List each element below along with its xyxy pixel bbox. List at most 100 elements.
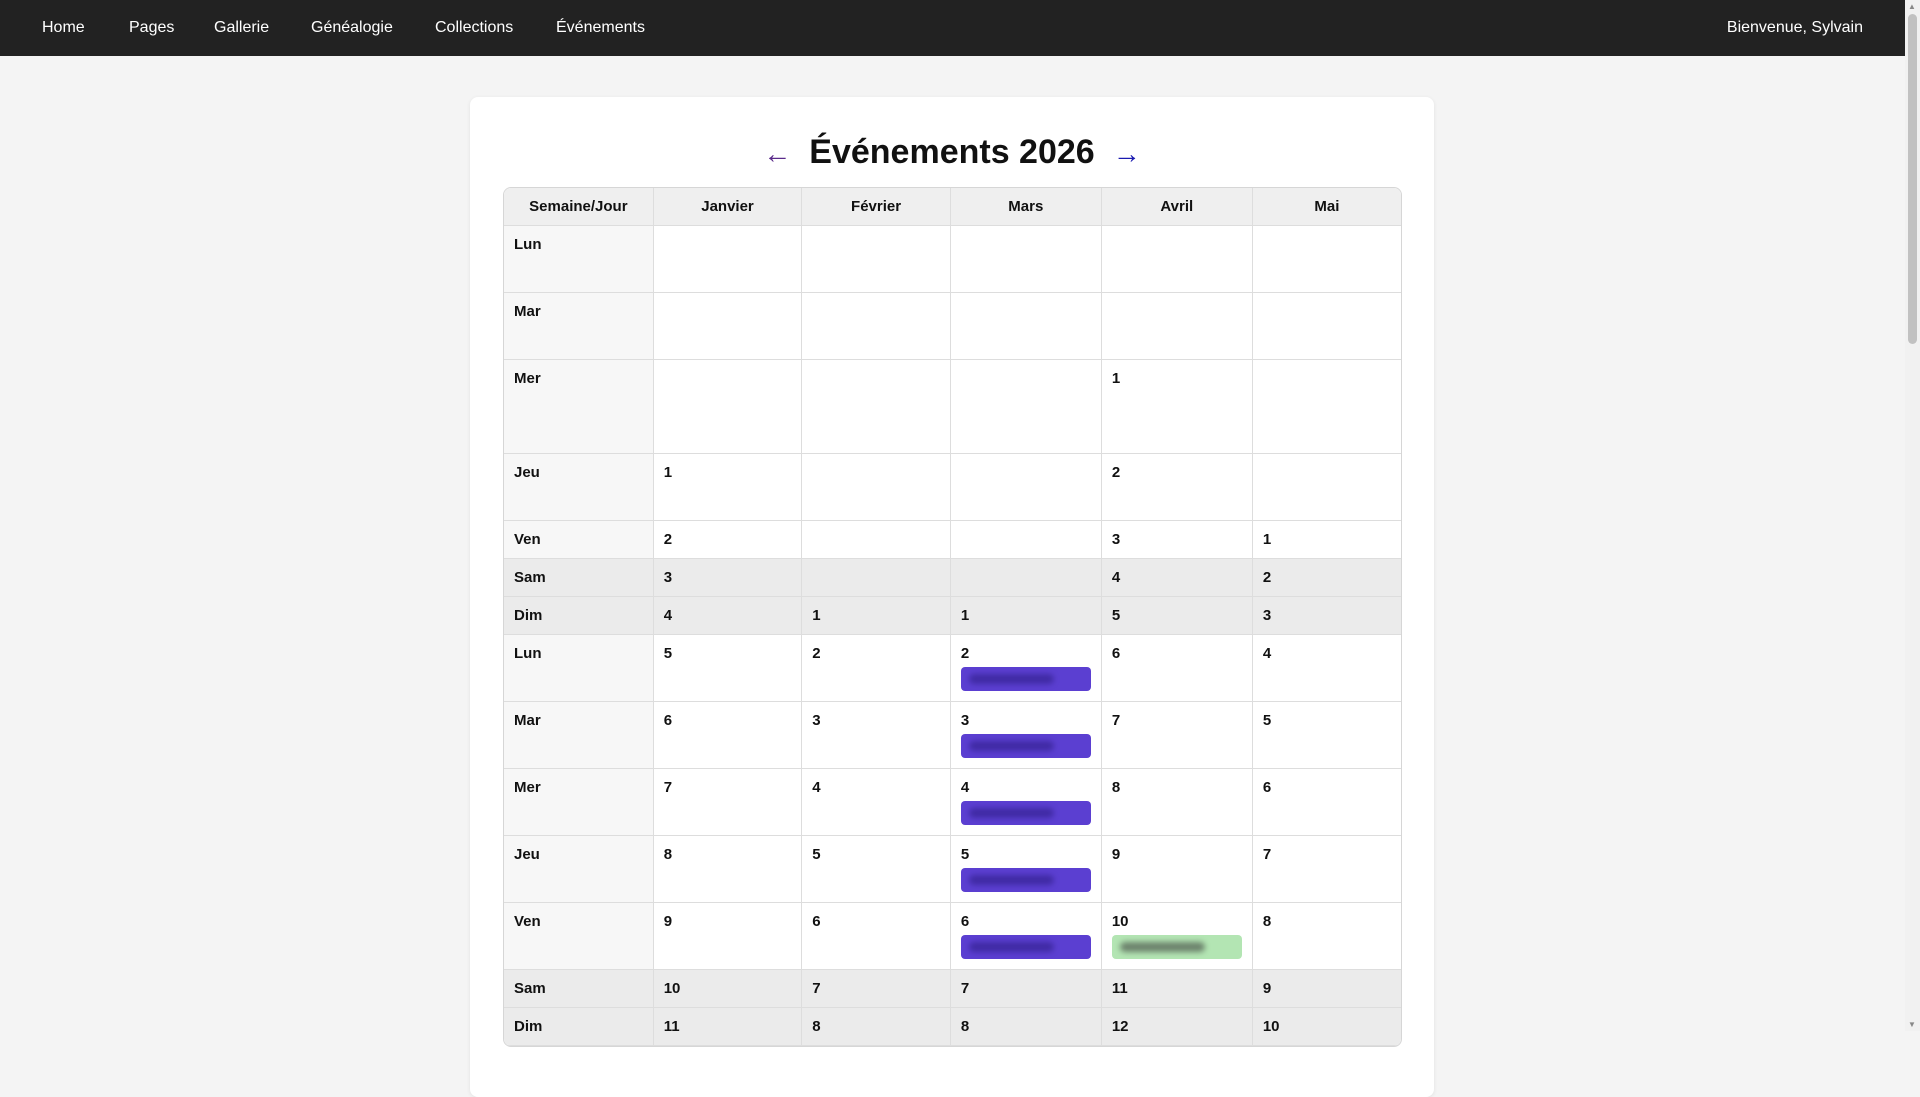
day-cell[interactable]: 4 bbox=[1101, 559, 1253, 597]
day-cell[interactable]: 2 bbox=[1101, 454, 1253, 521]
day-cell[interactable]: 6 bbox=[653, 702, 803, 769]
day-cell[interactable] bbox=[653, 226, 803, 293]
redacted-event-label bbox=[1119, 942, 1205, 952]
day-number: 9 bbox=[1262, 980, 1272, 997]
day-cell[interactable]: 4 bbox=[1252, 635, 1401, 702]
event-bar[interactable] bbox=[1111, 935, 1242, 959]
nav-evenements[interactable]: Événements bbox=[556, 19, 645, 36]
day-cell[interactable] bbox=[1101, 293, 1253, 360]
day-cell[interactable]: 3 bbox=[802, 702, 951, 769]
day-cell[interactable]: 1 bbox=[1101, 360, 1253, 454]
day-cell[interactable]: 10 bbox=[653, 970, 803, 1008]
day-number: 8 bbox=[960, 1018, 970, 1035]
scroll-up-icon[interactable]: ▲ bbox=[1908, 2, 1916, 11]
day-cell[interactable]: 1 bbox=[802, 597, 951, 635]
next-year-arrow-icon[interactable]: → bbox=[1112, 138, 1141, 169]
day-cell[interactable] bbox=[653, 360, 803, 454]
day-cell[interactable] bbox=[950, 521, 1102, 559]
nav-gallerie[interactable]: Gallerie bbox=[214, 19, 270, 36]
event-bar[interactable] bbox=[960, 734, 1091, 758]
table-row: Sam 10 7 7 11 9 bbox=[504, 970, 1401, 1008]
day-cell[interactable]: 3 bbox=[1101, 521, 1253, 559]
day-cell[interactable]: 5 bbox=[1101, 597, 1253, 635]
day-cell[interactable] bbox=[950, 454, 1102, 521]
day-number: 6 bbox=[1111, 645, 1121, 662]
day-cell[interactable] bbox=[802, 226, 951, 293]
day-cell[interactable]: 10 bbox=[1252, 1008, 1401, 1046]
welcome-user[interactable]: Bienvenue, Sylvain bbox=[1726, 19, 1863, 36]
day-cell[interactable]: 7 bbox=[1252, 836, 1401, 903]
previous-year-arrow-icon[interactable]: ← bbox=[763, 138, 792, 169]
event-bar[interactable] bbox=[960, 868, 1091, 892]
scroll-down-icon[interactable]: ▼ bbox=[1908, 1020, 1916, 1029]
day-number: 6 bbox=[812, 913, 821, 930]
day-cell[interactable]: 2 bbox=[653, 521, 803, 559]
day-cell[interactable]: 4 bbox=[653, 597, 803, 635]
day-cell[interactable]: 4 bbox=[802, 769, 951, 836]
day-cell[interactable] bbox=[802, 293, 951, 360]
event-bar[interactable] bbox=[960, 935, 1091, 959]
day-cell[interactable]: 4 bbox=[950, 769, 1102, 836]
day-cell[interactable]: 6 bbox=[802, 903, 951, 970]
day-cell[interactable]: 11 bbox=[653, 1008, 803, 1046]
day-cell[interactable] bbox=[1252, 454, 1401, 521]
day-cell[interactable]: 11 bbox=[1101, 970, 1253, 1008]
day-cell[interactable]: 6 bbox=[1252, 769, 1401, 836]
day-cell[interactable]: 1 bbox=[1252, 521, 1401, 559]
day-cell[interactable] bbox=[802, 521, 951, 559]
day-cell[interactable]: 3 bbox=[653, 559, 803, 597]
nav-genealogie[interactable]: Généalogie bbox=[311, 19, 393, 36]
day-cell[interactable] bbox=[950, 559, 1102, 597]
day-cell[interactable]: 7 bbox=[802, 970, 951, 1008]
day-cell[interactable] bbox=[950, 360, 1102, 454]
event-bar[interactable] bbox=[960, 667, 1091, 691]
day-cell[interactable]: 8 bbox=[950, 1008, 1102, 1046]
day-cell[interactable]: 3 bbox=[1252, 597, 1401, 635]
day-number: 1 bbox=[1111, 370, 1121, 387]
nav-home[interactable]: Home bbox=[42, 19, 85, 36]
day-cell[interactable]: 9 bbox=[1252, 970, 1401, 1008]
day-cell[interactable]: 7 bbox=[1101, 702, 1253, 769]
day-cell[interactable]: 5 bbox=[950, 836, 1102, 903]
day-cell[interactable]: 2 bbox=[950, 635, 1102, 702]
day-cell[interactable]: 10 bbox=[1101, 903, 1253, 970]
day-cell[interactable]: 2 bbox=[1252, 559, 1401, 597]
day-cell[interactable]: 8 bbox=[653, 836, 803, 903]
day-cell[interactable] bbox=[1252, 360, 1401, 454]
day-cell[interactable] bbox=[802, 360, 951, 454]
day-cell[interactable]: 1 bbox=[950, 597, 1102, 635]
month-header: Mars bbox=[950, 188, 1102, 226]
day-number: 4 bbox=[1111, 569, 1121, 586]
day-number: 6 bbox=[960, 913, 970, 930]
day-cell[interactable]: 8 bbox=[802, 1008, 951, 1046]
day-cell[interactable] bbox=[1252, 293, 1401, 360]
nav-collections[interactable]: Collections bbox=[435, 19, 514, 36]
day-cell[interactable]: 9 bbox=[653, 903, 803, 970]
day-cell[interactable]: 5 bbox=[653, 635, 803, 702]
day-cell[interactable] bbox=[950, 293, 1102, 360]
day-cell[interactable]: 3 bbox=[950, 702, 1102, 769]
day-cell[interactable] bbox=[950, 226, 1102, 293]
page-scrollbar[interactable]: ▲ ▼ bbox=[1905, 0, 1920, 1031]
day-cell[interactable] bbox=[802, 454, 951, 521]
day-cell[interactable]: 5 bbox=[1252, 702, 1401, 769]
day-cell[interactable]: 1 bbox=[653, 454, 803, 521]
day-cell[interactable]: 8 bbox=[1252, 903, 1401, 970]
day-cell[interactable]: 9 bbox=[1101, 836, 1253, 903]
scrollbar-thumb[interactable] bbox=[1908, 14, 1917, 344]
day-cell[interactable] bbox=[1101, 226, 1253, 293]
day-cell[interactable]: 7 bbox=[653, 769, 803, 836]
day-cell[interactable]: 6 bbox=[950, 903, 1102, 970]
day-cell[interactable]: 6 bbox=[1101, 635, 1253, 702]
day-cell[interactable]: 7 bbox=[950, 970, 1102, 1008]
day-cell[interactable] bbox=[653, 293, 803, 360]
event-bar[interactable] bbox=[960, 801, 1091, 825]
day-number: 5 bbox=[663, 645, 673, 662]
day-cell[interactable]: 8 bbox=[1101, 769, 1253, 836]
day-cell[interactable]: 5 bbox=[802, 836, 951, 903]
day-cell[interactable] bbox=[802, 559, 951, 597]
day-cell[interactable]: 12 bbox=[1101, 1008, 1253, 1046]
day-cell[interactable]: 2 bbox=[802, 635, 951, 702]
nav-pages[interactable]: Pages bbox=[129, 19, 175, 36]
day-cell[interactable] bbox=[1252, 226, 1401, 293]
